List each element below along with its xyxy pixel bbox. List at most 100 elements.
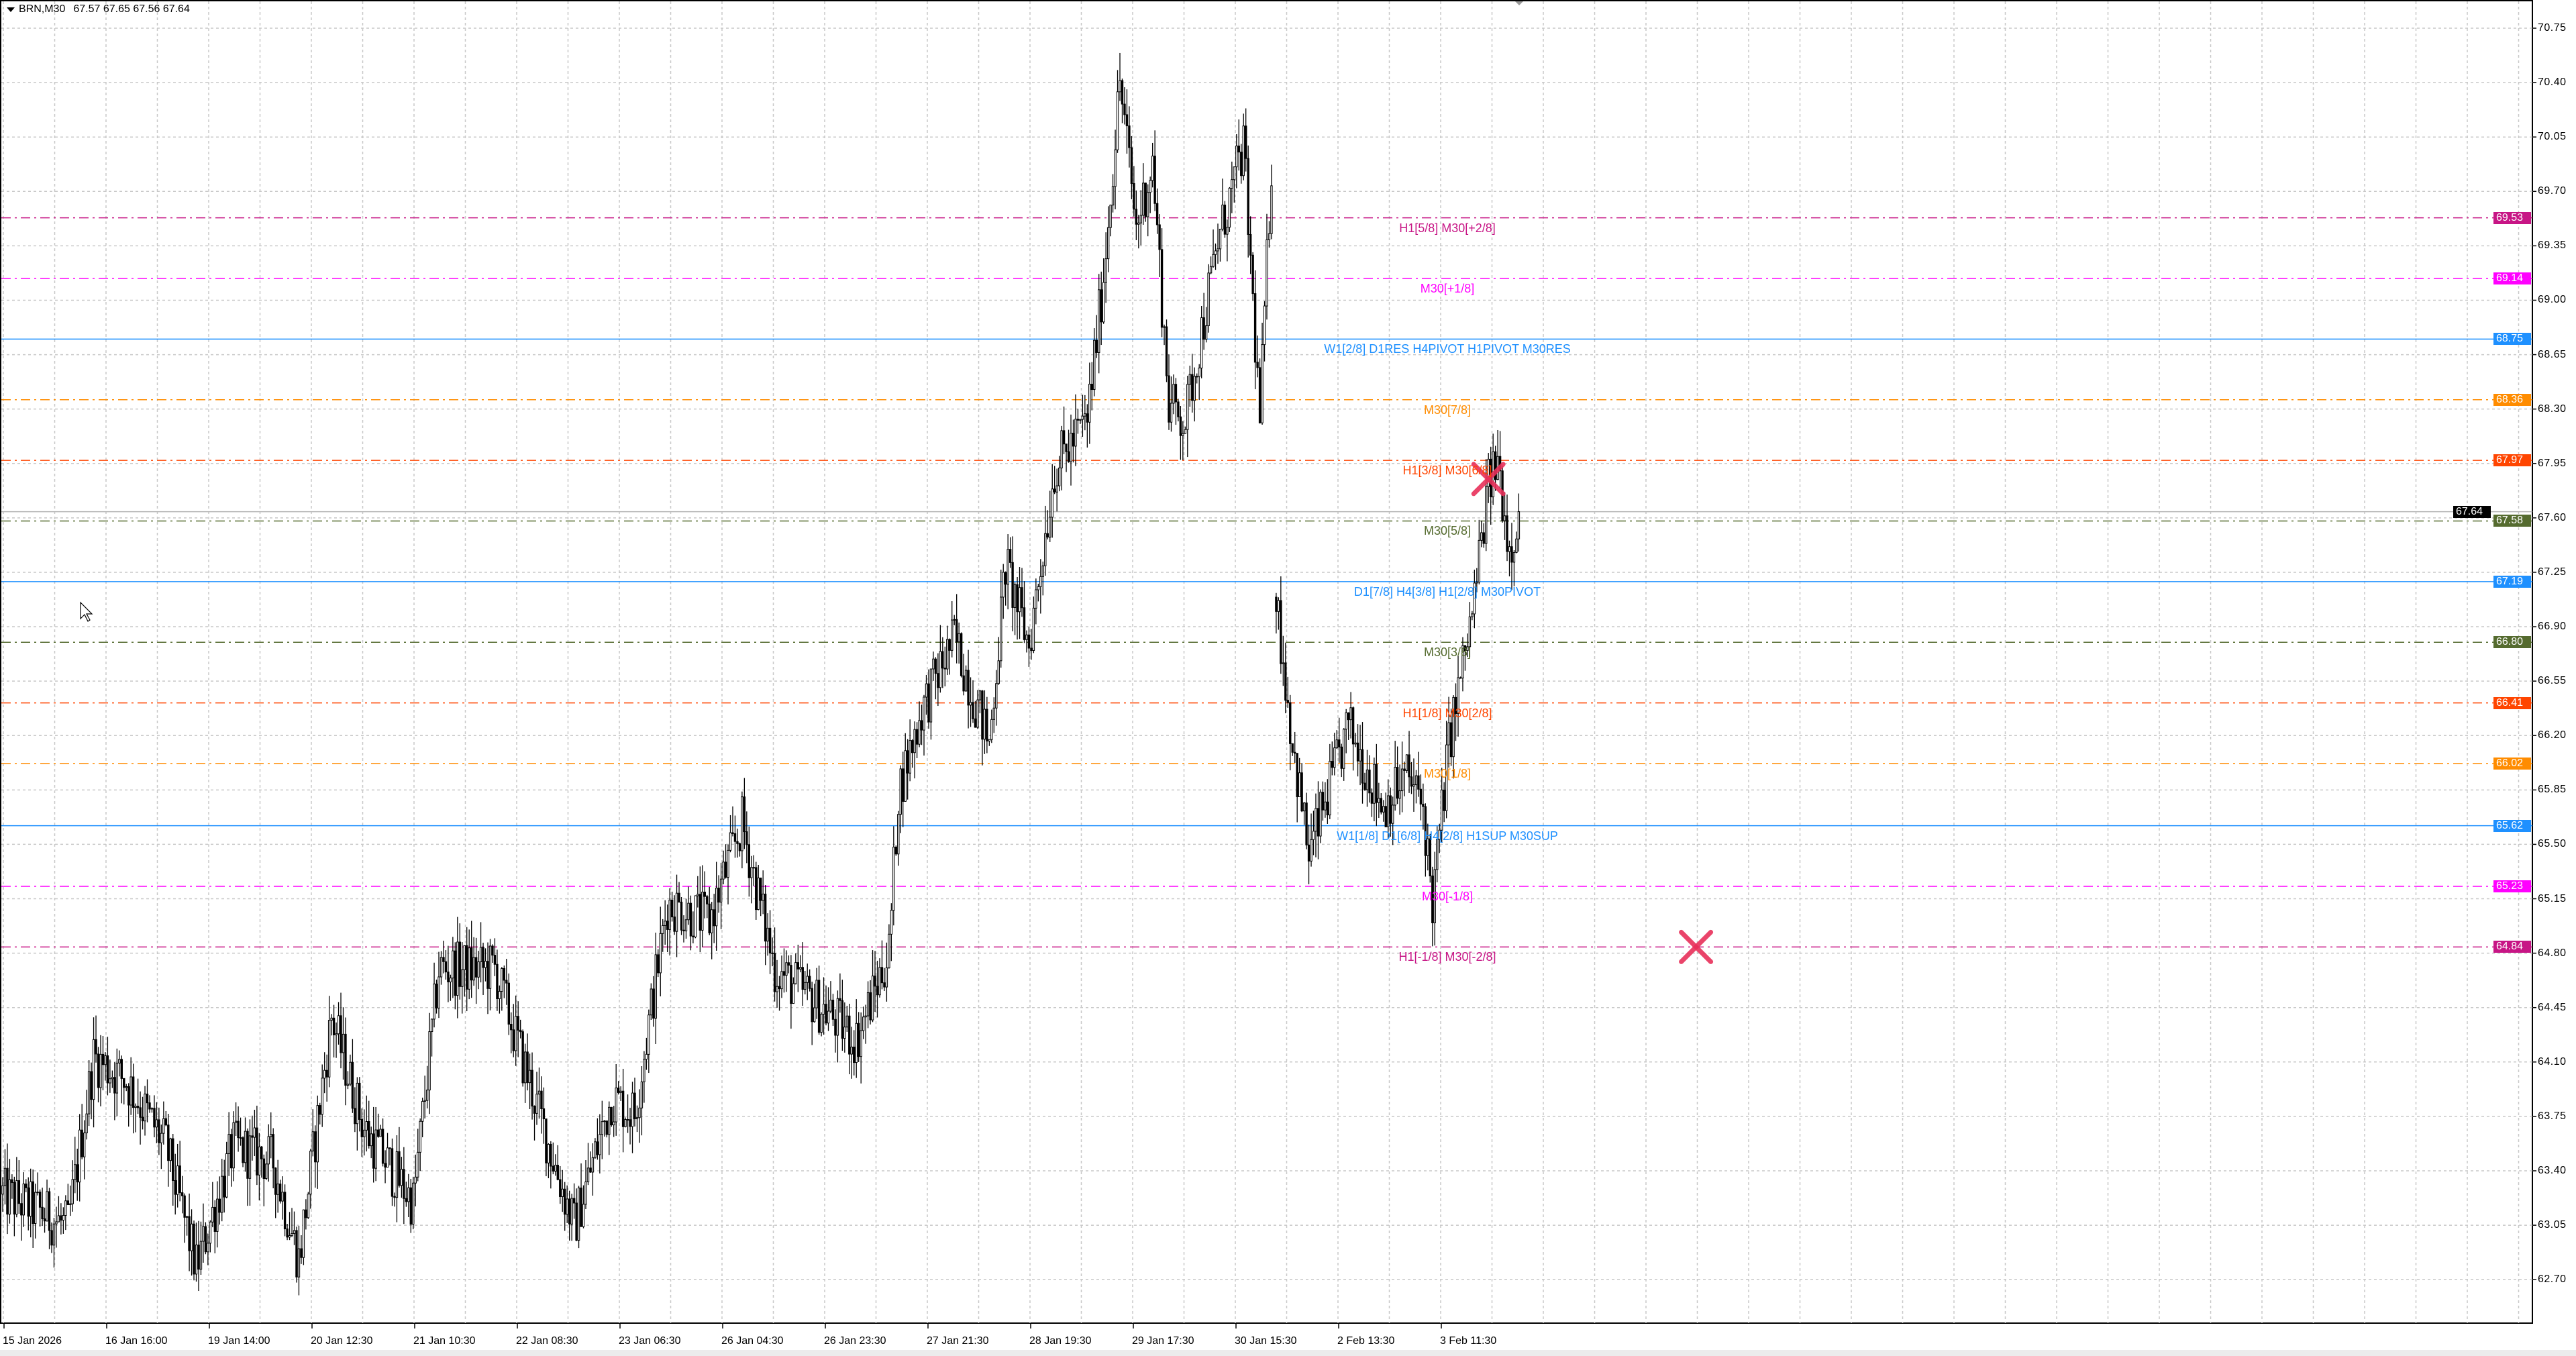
candle-body (442, 957, 445, 962)
candle-body (97, 1053, 100, 1088)
candle-body (699, 894, 702, 931)
candle-body (855, 1023, 858, 1063)
candle-body (1202, 317, 1205, 340)
candle-body (1347, 712, 1350, 721)
candle-body (822, 1004, 825, 1015)
candle-body (260, 1146, 263, 1159)
candle-body (270, 1134, 272, 1137)
candle-body (1438, 829, 1441, 840)
y-axis-label: 67.60 (2538, 511, 2567, 523)
candle-body (713, 909, 715, 927)
candle-body (1354, 742, 1357, 745)
level-label: H1[-1/8] M30[-2/8] (1398, 950, 1496, 964)
candle-body (150, 1108, 154, 1110)
candle-body (1356, 742, 1359, 762)
candle-body (1508, 546, 1511, 552)
level-label: M30[1/8] (1423, 766, 1472, 780)
candle-body (526, 1051, 529, 1084)
candle-body (354, 1108, 356, 1125)
candle-body (90, 1071, 93, 1100)
candle-body (43, 1218, 46, 1222)
candle-body (902, 768, 905, 802)
candle-body (498, 991, 501, 1000)
candle-body (1268, 233, 1271, 240)
candle-body (729, 832, 732, 851)
candle-body (1172, 384, 1175, 404)
candle-body (755, 867, 758, 910)
candle-body (193, 1223, 195, 1275)
candle-body (1198, 368, 1200, 377)
candle-body (153, 1108, 156, 1128)
candle-body (1196, 376, 1198, 378)
candle-body (463, 945, 466, 970)
candle-body (1109, 205, 1112, 228)
candle-body (335, 1033, 338, 1035)
candle-body (430, 1019, 433, 1032)
dropdown-triangle-icon[interactable] (7, 7, 15, 12)
candle-body (652, 988, 655, 1019)
candle-body (519, 1029, 522, 1033)
candle-body (83, 1133, 86, 1157)
candle-body (619, 1090, 622, 1093)
candle-body (477, 961, 480, 978)
candle-body (736, 841, 739, 844)
candle-body (1261, 344, 1264, 423)
candle-body (964, 670, 968, 692)
y-axis-label: 63.75 (2538, 1110, 2567, 1122)
candle-body (1084, 413, 1086, 417)
x-axis-label: 21 Jan 10:30 (413, 1335, 476, 1347)
candle-body (1378, 798, 1380, 803)
candle-body (281, 1192, 284, 1202)
candle-body (610, 1106, 613, 1126)
candle-body (545, 1118, 548, 1163)
candle-body (876, 986, 879, 996)
mouse-cursor-icon (80, 601, 93, 622)
candle-body (1335, 739, 1338, 749)
candle-body (1338, 739, 1341, 747)
candle-body (227, 1134, 230, 1154)
candle-body (1436, 839, 1439, 870)
candle-body (682, 929, 685, 931)
candle-body (1422, 803, 1425, 807)
x-axis-label: 22 Jan 08:30 (516, 1335, 578, 1347)
candle-body (1072, 433, 1075, 447)
candle-body (52, 1223, 56, 1246)
candle-body (561, 1188, 564, 1197)
candle-body (785, 962, 788, 976)
candle-body (111, 1077, 114, 1080)
candle-body (62, 1214, 65, 1221)
candle-body (1177, 401, 1180, 417)
candle-body (605, 1120, 608, 1135)
candle-body (1151, 156, 1154, 181)
candle-body (643, 1059, 646, 1082)
candle-body (342, 1033, 345, 1053)
candle-body (1457, 677, 1459, 715)
candle-body (1480, 532, 1483, 541)
candle-body (167, 1125, 170, 1161)
candle-body (670, 899, 674, 918)
candle-body (1424, 806, 1427, 856)
candle-body (344, 1033, 347, 1086)
candle-body (101, 1053, 105, 1065)
candle-body (909, 740, 911, 774)
candle-body (456, 941, 459, 996)
candle-body (983, 709, 986, 740)
candle-body (1468, 616, 1472, 647)
candle-body (452, 950, 454, 979)
candle-body (1403, 768, 1406, 771)
candle-body (474, 957, 478, 978)
candle-body (1037, 586, 1040, 590)
candle-body (1186, 384, 1189, 430)
candle-body (1258, 367, 1261, 423)
candle-body (540, 1090, 543, 1109)
candle-body (472, 957, 475, 981)
candle-body (1104, 258, 1107, 283)
candle-body (278, 1184, 282, 1202)
candle-body (820, 1014, 823, 1033)
candle-body (684, 919, 688, 931)
candle-body (708, 903, 711, 933)
candle-body (482, 947, 484, 968)
candle-body (1035, 589, 1037, 609)
